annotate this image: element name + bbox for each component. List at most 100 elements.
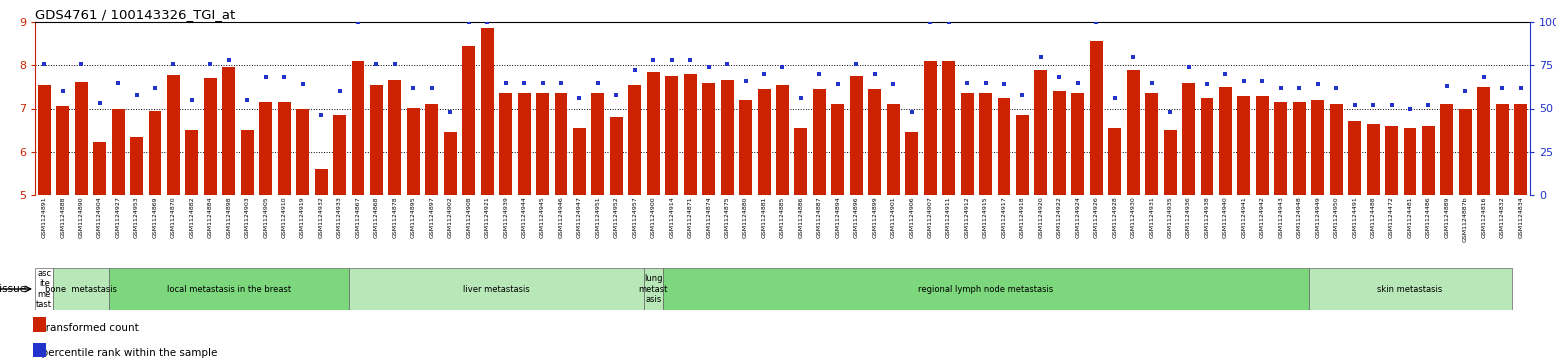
Bar [425, 104, 439, 195]
Point [972, 79, 997, 85]
Point [1324, 85, 1349, 91]
Point [1489, 85, 1514, 91]
Text: asc
ite
me
tast: asc ite me tast [36, 269, 53, 309]
Point [272, 74, 297, 80]
Point [87, 101, 112, 106]
Bar [518, 93, 531, 195]
Bar [1312, 100, 1324, 195]
Bar [1053, 91, 1066, 195]
Bar [1164, 130, 1176, 195]
Point [1453, 88, 1478, 94]
Bar [1016, 115, 1029, 195]
Point [1472, 74, 1497, 80]
Point [1435, 83, 1460, 89]
Point [1158, 109, 1183, 115]
Point [456, 19, 481, 25]
Point [1102, 95, 1127, 101]
Bar [1201, 98, 1214, 195]
Bar [1293, 102, 1305, 195]
Bar [56, 106, 68, 195]
Bar [109, 268, 349, 310]
Point [678, 57, 703, 63]
Bar [812, 89, 826, 195]
Point [345, 19, 370, 25]
Point [1010, 92, 1035, 98]
Bar [1460, 109, 1472, 195]
Point [254, 74, 279, 80]
Bar [1495, 104, 1509, 195]
Bar [1072, 93, 1085, 195]
Bar [462, 46, 475, 195]
Bar [720, 80, 733, 195]
Bar [683, 74, 697, 195]
Bar [1422, 126, 1435, 195]
Bar [941, 61, 955, 195]
Bar [1089, 41, 1103, 195]
Bar [112, 109, 124, 195]
Point [31, 61, 56, 66]
Bar [1035, 70, 1047, 195]
Point [862, 71, 887, 77]
Bar [1237, 95, 1251, 195]
Point [991, 81, 1016, 87]
Bar [1385, 126, 1397, 195]
Point [235, 97, 260, 103]
Point [1379, 102, 1404, 108]
Point [420, 85, 445, 91]
Bar [924, 61, 937, 195]
Bar [1183, 82, 1195, 195]
Bar [997, 98, 1010, 195]
Point [696, 64, 720, 70]
Point [770, 64, 795, 70]
Bar [850, 76, 862, 195]
Bar [1256, 95, 1268, 195]
Point [124, 92, 149, 98]
Bar [333, 115, 345, 195]
Bar [1218, 87, 1232, 195]
Bar [1108, 128, 1122, 195]
Point [1249, 78, 1274, 84]
Bar [241, 130, 254, 195]
Text: percentile rank within the sample: percentile rank within the sample [34, 348, 218, 358]
Point [789, 95, 814, 101]
Point [1085, 19, 1109, 25]
Bar [1514, 104, 1528, 195]
Bar [906, 132, 918, 195]
Bar [370, 85, 383, 195]
Point [179, 97, 204, 103]
Bar [277, 102, 291, 195]
Bar [443, 132, 457, 195]
Bar [314, 169, 328, 195]
Bar [1347, 122, 1362, 195]
Point [808, 71, 832, 77]
Point [401, 85, 426, 91]
Bar [408, 108, 420, 195]
Bar [166, 75, 180, 195]
Bar [868, 89, 881, 195]
Bar [647, 72, 660, 195]
Point [1120, 54, 1145, 60]
Point [475, 19, 499, 25]
Bar [537, 93, 549, 195]
Bar [663, 268, 1309, 310]
Bar [1145, 93, 1158, 195]
Point [1343, 102, 1368, 108]
Point [752, 71, 776, 77]
Point [216, 57, 241, 63]
Bar [644, 268, 663, 310]
Point [660, 57, 685, 63]
Point [937, 19, 962, 25]
Bar [831, 104, 845, 195]
Bar [148, 111, 162, 195]
Text: tissue: tissue [0, 284, 26, 294]
Bar [776, 85, 789, 195]
Bar [960, 93, 974, 195]
Point [955, 79, 980, 85]
Point [918, 19, 943, 25]
Point [1176, 64, 1201, 70]
Point [106, 79, 131, 85]
Bar [758, 89, 770, 195]
Point [622, 68, 647, 73]
Bar [204, 78, 216, 195]
Point [289, 81, 314, 87]
